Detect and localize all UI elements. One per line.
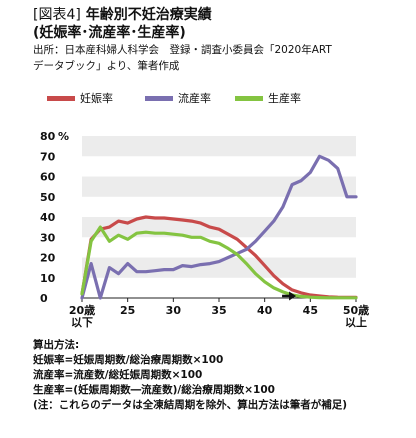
- y-tick-label-10: 10: [40, 272, 56, 285]
- legend-item-pregnancy: 妊娠率: [47, 90, 113, 106]
- x-tick-label-50: 50歳以上: [343, 303, 369, 329]
- y-tick-label-20: 20: [40, 252, 56, 265]
- y-tick-label-30: 30: [40, 231, 56, 244]
- y-tick-label-70: 70: [40, 150, 56, 163]
- legend-swatch-pregnancy: [47, 95, 75, 101]
- source-line-1: 出所：日本産科婦人科学会 登録・調査小委員会「2020年ART: [33, 44, 332, 56]
- grid-band-3: [82, 217, 356, 238]
- notes-line-2: 流産率=流産数/総妊娠周期数×100: [33, 369, 203, 381]
- arrow-marker-head: [289, 291, 297, 301]
- calculation-notes: 算出方法: 妊娠率=妊娠周期数/総治療周期数×100 流産率=流産数/総妊娠周期…: [33, 338, 347, 413]
- legend-item-live-birth: 生産率: [235, 90, 301, 106]
- x-tick-label-45: 45: [303, 304, 318, 317]
- legend-swatch-live-birth: [235, 95, 263, 101]
- series-line-pregnancy-rate: [80, 215, 358, 299]
- legend-item-miscarriage: 流産率: [145, 90, 211, 106]
- x-tick-label-30: 30: [166, 304, 182, 317]
- x-tick-label-20: 20歳以下: [69, 303, 95, 329]
- notes-heading: 算出方法:: [33, 339, 80, 351]
- grid-band-7: [82, 136, 356, 157]
- grid-band-5: [82, 176, 356, 197]
- x-tick-label-40: 40: [257, 304, 273, 317]
- figure-tag: [図表4]: [33, 7, 81, 23]
- series-line-miscarriage-rate: [80, 154, 358, 300]
- notes-line-1: 妊娠率=妊娠周期数/総治療周期数×100: [33, 354, 224, 366]
- legend-label-pregnancy: 妊娠率: [80, 92, 113, 105]
- title-line-1: 年齢別不妊治療実績: [85, 7, 212, 23]
- chart-title: [図表4] 年齢別不妊治療実績: [33, 6, 413, 24]
- title-line-2: (妊娠率･流産率･生産率): [33, 25, 186, 41]
- notes-line-3: 生産率=(妊娠周期数―流産数)/総治療周期数×100: [33, 384, 275, 396]
- notes-line-4: (注：これらのデータは全凍結周期を除外、算出方法は筆者が補足): [33, 399, 348, 411]
- legend-label-live-birth: 生産率: [268, 92, 301, 105]
- x-tick-label-25: 25: [120, 304, 135, 317]
- legend-label-miscarriage: 流産率: [178, 92, 211, 105]
- y-tick-label-50: 50: [40, 191, 56, 204]
- y-tick-label-60: 60: [40, 171, 56, 184]
- legend-swatch-miscarriage: [145, 95, 173, 101]
- x-tick-label-35: 35: [211, 304, 226, 317]
- source-line-2: データブック」より、筆者作成: [33, 60, 180, 72]
- y-tick-label-80: 80: [40, 130, 56, 143]
- y-tick-label-40: 40: [40, 211, 56, 224]
- y-tick-label-0: 0: [40, 292, 48, 305]
- chart-header: [図表4] 年齢別不妊治療実績 (妊娠率･流産率･生産率) 出所：日本産科婦人科…: [33, 6, 413, 74]
- y-axis-unit: %: [58, 130, 69, 143]
- series-line-live-birth-rate: [80, 225, 358, 300]
